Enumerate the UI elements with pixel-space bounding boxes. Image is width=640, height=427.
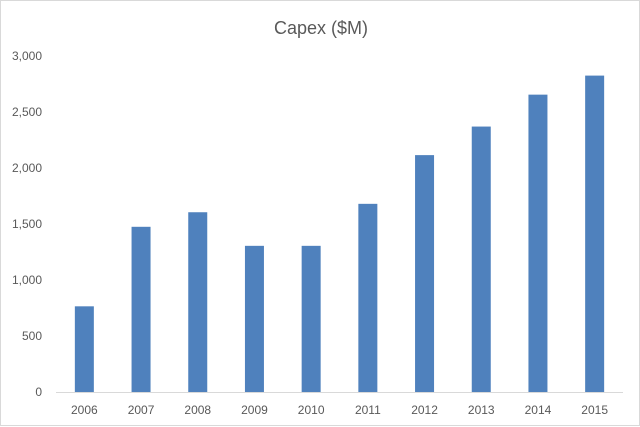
bar: [471, 126, 491, 392]
x-tick-label: 2009: [241, 403, 268, 417]
x-tick-label: 2007: [128, 403, 155, 417]
bars: [74, 75, 605, 392]
x-axis-ticks: 2006 2007 2008 2009 2010 2011 2012 2013 2014 2015: [71, 403, 608, 417]
bar: [244, 245, 264, 392]
x-tick-label: 2013: [468, 403, 495, 417]
x-tick-label: 2015: [581, 403, 608, 417]
chart-title: Capex ($M): [274, 18, 368, 38]
x-tick-label: 2010: [298, 403, 325, 417]
x-tick-label: 2008: [184, 403, 211, 417]
bar: [585, 75, 605, 392]
bar: [358, 203, 378, 392]
x-tick-label: 2006: [71, 403, 98, 417]
bar: [301, 245, 321, 392]
bar: [415, 155, 435, 392]
bar: [188, 212, 208, 392]
x-tick-label: 2012: [411, 403, 438, 417]
bar: [74, 306, 94, 392]
y-tick-label: 0: [35, 385, 42, 399]
x-tick-label: 2011: [355, 403, 381, 417]
y-tick-label: 2,500: [12, 105, 42, 119]
y-tick-label: 500: [22, 329, 42, 343]
x-tick-label: 2014: [525, 403, 552, 417]
y-tick-label: 2,000: [12, 161, 42, 175]
y-tick-label: 1,000: [12, 273, 42, 287]
y-tick-label: 1,500: [12, 217, 42, 231]
y-tick-label: 3,000: [12, 49, 42, 63]
bar: [131, 226, 151, 392]
y-axis-ticks: 0 500 1,000 1,500 2,000 2,500 3,000: [12, 49, 42, 399]
bar: [528, 94, 548, 392]
